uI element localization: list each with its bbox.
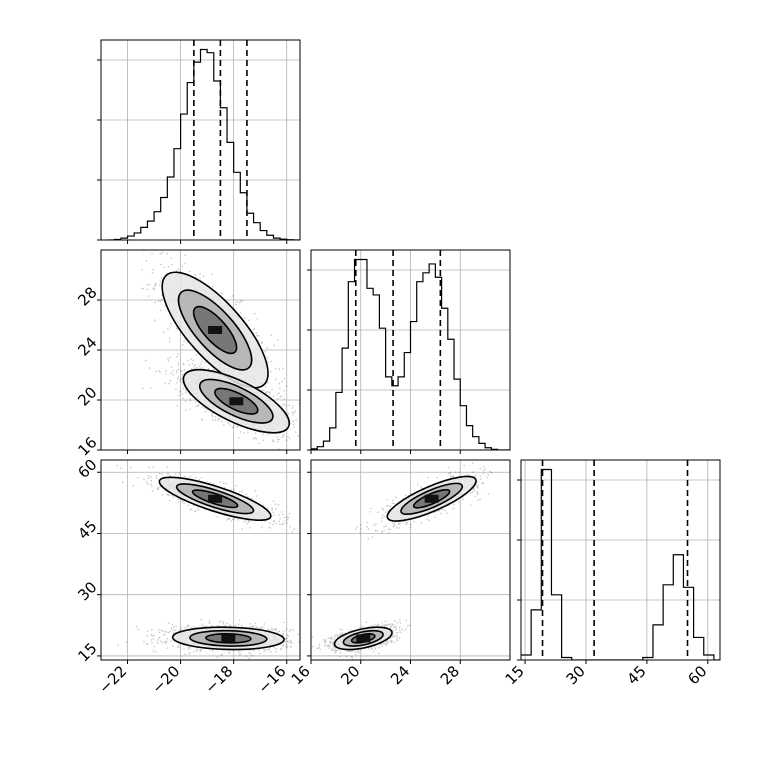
panel-content (311, 460, 510, 660)
x-tick-label: 60 (684, 662, 710, 688)
histogram-step-line (521, 468, 720, 660)
x-tick-label: −22 (95, 662, 130, 697)
y-tick-label: 28 (74, 283, 100, 309)
y-tick-label: 15 (74, 639, 100, 665)
y-tick-label: 60 (74, 456, 100, 482)
x-tick-label: 16 (288, 662, 314, 688)
x-tick-label: −20 (148, 662, 183, 697)
x-tick-label: 28 (437, 662, 463, 688)
density-peak (229, 397, 244, 406)
x-tick-label: −18 (201, 662, 236, 697)
histogram-step-line (107, 48, 300, 240)
density-peak (356, 634, 371, 643)
y-tick-label: 30 (74, 578, 100, 604)
y-tick-label: 45 (74, 517, 100, 543)
density-peak (208, 494, 223, 503)
density-peak (208, 326, 223, 334)
joint-panel-0-2 (100, 459, 301, 661)
panel-frame (100, 459, 301, 661)
histogram-panel-2 (517, 459, 721, 661)
x-tick-label: 45 (623, 662, 649, 688)
histogram-panel-1 (307, 249, 511, 451)
x-tick-label: 20 (337, 662, 363, 688)
x-tick-label: 30 (563, 662, 589, 688)
histogram-step-line (311, 258, 510, 450)
x-tick-label: 15 (502, 662, 528, 688)
joint-panel-0-1 (100, 249, 301, 451)
y-tick-label: 24 (74, 333, 100, 359)
panel-frame (100, 39, 301, 241)
y-tick-label: 20 (74, 383, 100, 409)
panel-frame (520, 459, 721, 661)
density-peak (221, 634, 236, 643)
panel-content (101, 460, 300, 660)
histogram-panel-0 (97, 39, 301, 241)
grid (521, 460, 720, 660)
joint-panel-1-2 (310, 459, 511, 661)
density-peak (424, 494, 439, 503)
x-tick-label: −16 (254, 662, 289, 697)
panel-content (101, 250, 300, 450)
x-tick-label: 24 (387, 662, 413, 688)
grid (101, 40, 300, 240)
